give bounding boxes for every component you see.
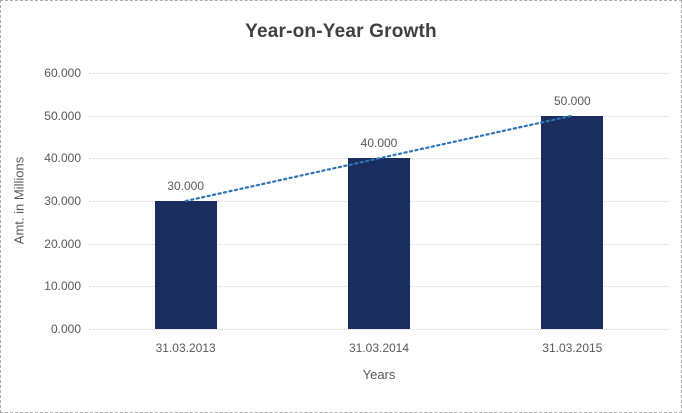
y-tick-label: 10.000 (44, 279, 81, 294)
bar[interactable] (154, 201, 217, 329)
y-tick-label: 30.000 (44, 194, 81, 208)
x-tick-label: 31.03.2014 (348, 341, 410, 355)
x-axis-title: Years (362, 367, 396, 382)
y-tick-label: 50.000 (44, 108, 81, 123)
x-tick-label: 31.03.2015 (542, 341, 603, 355)
y-tick-label: 20.000 (44, 236, 81, 251)
gridline (89, 115, 669, 117)
trendline[interactable] (89, 73, 669, 329)
y-tick-label: 40.000 (44, 151, 81, 166)
x-tick-label: 31.03.2013 (155, 341, 216, 355)
y-tick-label: 60.000 (44, 66, 81, 80)
bar[interactable] (541, 115, 604, 329)
bar[interactable] (348, 158, 410, 329)
y-tick-label: 0.000 (50, 322, 81, 336)
chart-title: Year-on-Year Growth (245, 21, 437, 42)
gridline (89, 73, 669, 74)
bar-data-label: 40.000 (360, 136, 398, 151)
bar-data-label: 50.000 (553, 93, 591, 108)
bar-data-label: 30.000 (167, 179, 204, 193)
gridline (89, 329, 669, 330)
